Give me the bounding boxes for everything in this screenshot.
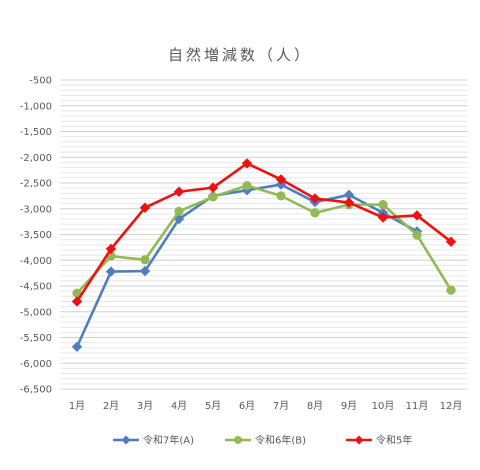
x-tick-label: 9月 xyxy=(341,400,357,412)
x-tick-label: 7月 xyxy=(273,400,289,412)
data-point-series-3 xyxy=(377,212,389,223)
data-point-series-3 xyxy=(139,202,151,213)
x-tick-label: 11月 xyxy=(406,400,429,412)
legend-label-2: 令和6年(B) xyxy=(255,434,306,447)
x-tick-label: 10月 xyxy=(372,400,395,412)
y-tick-label: -2,500 xyxy=(20,179,52,190)
y-tick-label: -2,000 xyxy=(20,153,52,164)
data-point-series-2 xyxy=(208,192,218,202)
data-point-series-2 xyxy=(446,285,456,295)
y-tick-label: -6,500 xyxy=(20,385,52,396)
data-point-series-3 xyxy=(343,197,355,208)
data-point-series-2 xyxy=(242,180,252,191)
series-line-2 xyxy=(76,184,453,295)
legend-label-1: 令和7年(A) xyxy=(143,434,194,447)
y-tick-label: -500 xyxy=(29,76,52,87)
y-tick-label: -1,000 xyxy=(20,101,52,112)
y-tick-label: -5,500 xyxy=(20,333,52,344)
legend-marker-3 xyxy=(354,435,364,445)
x-tick-label: 2月 xyxy=(103,400,119,412)
legend-marker-2 xyxy=(234,436,242,444)
x-tick-label: 3月 xyxy=(137,400,153,412)
data-point-series-3 xyxy=(411,210,423,221)
legend-label-3: 令和5年 xyxy=(376,434,412,447)
chart-title: 自然増減数（人） xyxy=(167,46,312,64)
x-tick-label: 8月 xyxy=(307,400,323,412)
x-tick-label: 4月 xyxy=(171,400,187,412)
data-point-series-2 xyxy=(140,255,150,265)
x-tick-label: 5月 xyxy=(205,400,221,412)
x-tick-label: 12月 xyxy=(440,400,463,412)
x-tick-label: 1月 xyxy=(69,400,85,412)
data-point-series-1 xyxy=(71,341,83,352)
series-line-3 xyxy=(75,162,452,303)
data-point-series-3 xyxy=(71,296,83,307)
data-point-series-3 xyxy=(105,243,117,255)
data-point-series-3 xyxy=(309,193,321,204)
data-point-series-2 xyxy=(276,191,286,201)
y-tick-label: -5,000 xyxy=(20,307,52,318)
data-point-series-3 xyxy=(207,182,219,193)
y-tick-label: -3,000 xyxy=(20,204,52,215)
y-tick-label: -1,500 xyxy=(20,127,52,138)
data-point-series-1 xyxy=(139,265,151,277)
data-point-series-3 xyxy=(173,186,185,197)
legend-marker-1 xyxy=(121,435,131,445)
data-point-series-2 xyxy=(412,230,422,240)
data-point-series-3 xyxy=(445,236,457,247)
y-tick-label: -4,000 xyxy=(20,256,52,267)
data-point-series-2 xyxy=(378,200,388,210)
y-tick-label: -6,000 xyxy=(20,359,52,370)
data-point-series-3 xyxy=(275,174,287,185)
data-point-series-1 xyxy=(105,266,117,277)
data-point-series-1 xyxy=(241,185,253,196)
y-tick-label: -3,500 xyxy=(20,230,52,241)
y-tick-label: -4,500 xyxy=(20,282,52,293)
data-point-series-1 xyxy=(343,189,355,201)
x-tick-label: 6月 xyxy=(239,400,255,412)
data-point-series-3 xyxy=(241,158,253,169)
data-point-series-2 xyxy=(174,206,184,216)
data-point-series-2 xyxy=(310,208,320,218)
